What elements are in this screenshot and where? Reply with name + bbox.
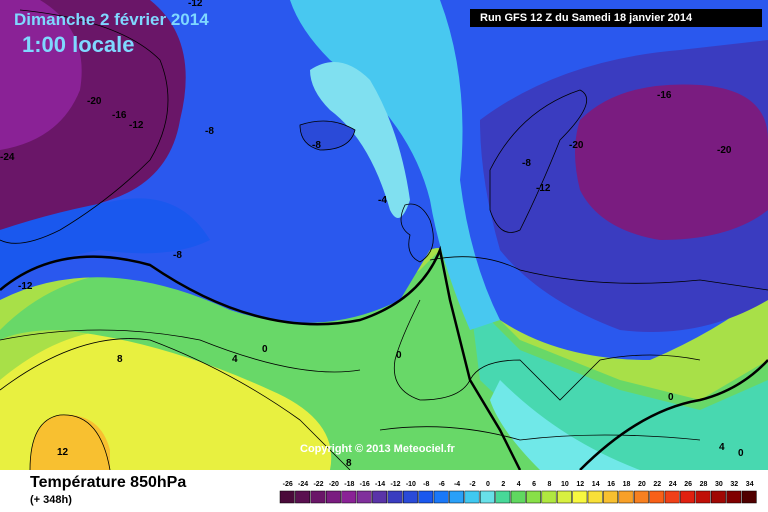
variable-title: Température 850hPa [30,474,187,491]
forecast-local-time: 1:00 locale [22,32,135,57]
coast-britain [400,203,434,263]
model-run-info: Run GFS 12 Z du Samedi 18 janvier 2014 [470,9,762,27]
map-label: -16 [112,110,127,121]
map-label: 12 [57,447,69,458]
map-label: 0 [668,392,674,403]
map-label: -12 [18,281,33,292]
isotherm-zero [0,245,522,470]
zone-pale-cyan [310,62,410,218]
coast-africa [379,426,701,441]
isotherm-8 [0,338,351,470]
map-label: -12 [129,120,144,131]
isotherm-4 [0,329,361,373]
map-label: -20 [569,140,584,151]
map-label: 8 [346,458,352,469]
zone-cyan-tongue [290,0,500,330]
map-label: -12 [188,0,203,9]
zone-cyan-south [490,380,640,470]
map-label: 4 [719,442,725,453]
isotherm-labels: -12 -20 -16 -12 -8 -24 -8 -4 -8 -12 -8 -… [0,0,744,469]
map-label: 0 [396,350,402,361]
zone-orange [30,414,110,470]
coast-greenland [0,9,169,244]
map-label: -8 [312,140,321,151]
isotherm-zero-east [579,359,768,470]
lead-time: (+ 348h) [30,494,72,506]
coast-europe [393,256,768,401]
temperature-map: -12 -20 -16 -12 -8 -24 -8 -4 -8 -12 -8 -… [0,0,768,470]
isotherm-12 [29,414,111,470]
map-label: 8 [117,354,123,365]
map-label: -20 [87,96,102,107]
zone-violet-west [0,0,82,150]
map-label: -20 [717,145,732,156]
map-label: -8 [173,250,182,261]
map-label: -12 [536,183,551,194]
copyright-notice: Copyright © 2013 Meteociel.fr [300,443,455,455]
map-label: -8 [522,158,531,169]
map-label: -24 [0,152,15,163]
coast-scandinavia [489,89,588,233]
map-label: 0 [262,344,268,355]
map-label: 0 [738,448,744,459]
coast-iceland [299,120,356,151]
forecast-date: Dimanche 2 février 2014 [14,10,209,29]
map-label: -16 [657,90,672,101]
map-label: 4 [232,354,238,365]
zone-blue-west [0,198,210,290]
zone-purple-east [575,84,768,240]
map-label: -4 [378,195,387,206]
map-label: -8 [205,126,214,137]
